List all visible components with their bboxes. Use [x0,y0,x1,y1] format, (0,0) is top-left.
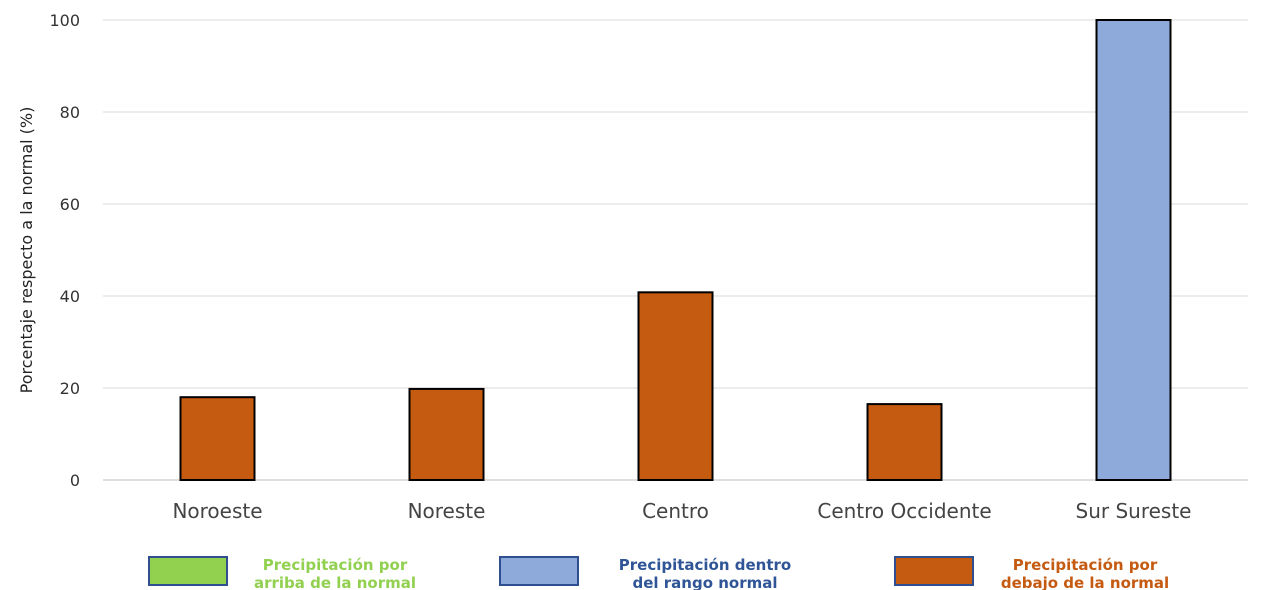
bar-centro [637,291,714,481]
x-category-label: Noroeste [172,499,262,523]
y-tick-label: 60 [60,195,80,214]
legend-label-within: Precipitación dentro [619,556,791,574]
y-tick-label: 100 [49,11,80,30]
x-category-label: Centro [642,499,709,523]
legend-label-below: Precipitación por [1013,556,1158,574]
legend-swatch-above [148,556,228,586]
x-category-label: Sur Sureste [1076,499,1192,523]
bars [179,19,1172,482]
legend-label-above: arriba de la normal [254,574,416,590]
bar-noreste [408,387,485,482]
bar-noroeste [179,396,256,482]
y-axis-title: Porcentaje respecto a la normal (%) [17,107,36,394]
bar-sur-sureste [1095,19,1172,481]
y-tick-label: 80 [60,103,80,122]
legend-swatch-below [894,556,974,586]
x-axis-categories: Noroeste Noreste Centro Centro Occidente Sur… [172,499,1191,523]
y-axis-ticks: 0 20 40 60 80 100 [49,11,80,490]
x-category-label: Noreste [408,499,486,523]
y-tick-label: 0 [70,471,80,490]
y-tick-label: 20 [60,379,80,398]
legend-label-below: debajo de la normal [1001,574,1169,590]
legend-label-above: Precipitación por [263,556,408,574]
legend-label-within: del rango normal [632,574,777,590]
legend-swatch-within [499,556,579,586]
y-tick-label: 40 [60,287,80,306]
x-category-label: Centro Occidente [817,499,991,523]
bar-centro-occidente [866,403,943,482]
